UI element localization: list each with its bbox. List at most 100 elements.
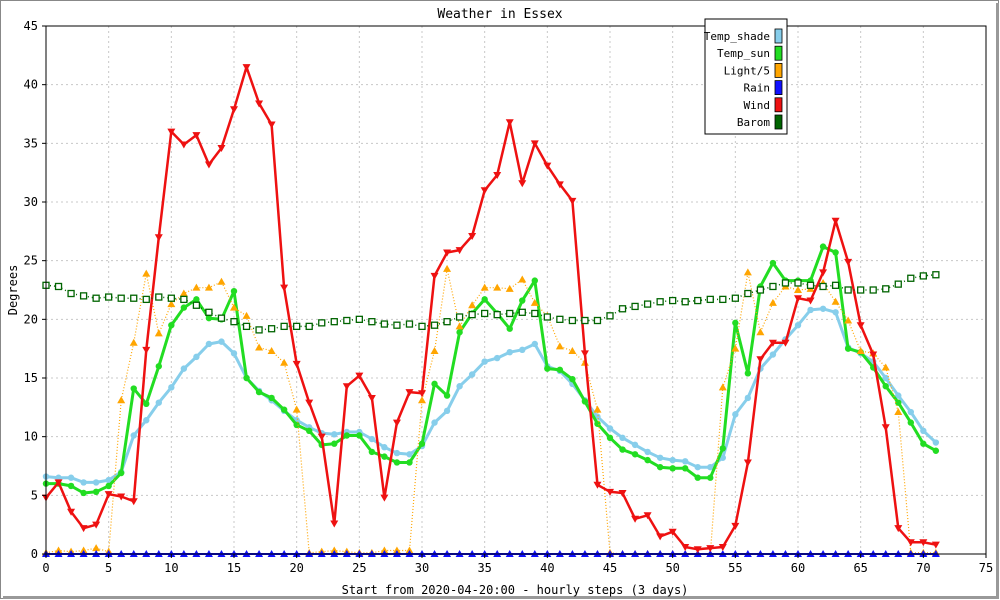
data-point [882,285,890,293]
data-point [455,247,464,255]
data-point [180,304,188,311]
data-point [581,398,589,405]
data-point [267,325,276,333]
data-point [506,325,513,332]
data-point [129,338,138,346]
data-point [268,394,275,402]
data-point [217,145,226,153]
x-tick-label: 35 [477,561,491,575]
data-point [180,295,188,304]
data-point [493,172,502,180]
data-point [794,279,802,287]
data-point [92,479,100,486]
data-point [481,358,488,365]
data-point [255,388,263,396]
data-point [79,525,88,533]
data-point [242,64,251,72]
data-point [456,329,463,336]
data-point [330,520,339,528]
data-point [430,321,439,329]
data-point [255,326,263,334]
data-point [844,316,853,324]
data-point [506,348,513,356]
data-point [919,539,928,547]
data-point [117,396,126,404]
legend-label: Light/5 [724,64,770,77]
axes: 0 5 10 15 20 25 30 35 40 45 0 5 10 15 20 25 30 35 40 45 50 55… [24,19,994,575]
legend-label: Wind [744,99,771,112]
data-point [242,322,251,331]
data-point [293,322,301,331]
data-point [430,272,439,280]
data-point [568,316,577,325]
data-point [819,243,827,250]
x-tick-label: 75 [979,561,993,575]
data-point [519,346,526,354]
data-point [130,432,137,439]
data-point [405,389,414,397]
data-point [656,463,664,471]
data-point [682,465,689,472]
data-point [193,353,200,361]
data-point [894,408,903,416]
x-tick-label: 10 [164,561,178,575]
data-point [406,451,413,458]
data-point [768,339,777,347]
data-point [568,347,577,355]
data-point [831,217,840,225]
data-point [167,300,176,308]
data-point [869,351,878,359]
legend-swatch [774,80,783,95]
data-point [668,528,677,536]
data-point [718,543,727,551]
data-point [669,456,676,464]
data-point [193,296,200,303]
data-point [468,310,476,319]
series-wind [42,64,940,554]
data-point [418,390,426,398]
data-point [142,346,151,354]
data-point [330,318,338,326]
data-point [468,301,477,309]
data-point [706,545,715,553]
x-tick-label: 50 [665,561,679,575]
data-point [719,454,726,461]
x-tick-label: 25 [352,561,366,575]
data-point [280,358,289,366]
data-point [707,463,714,471]
data-point [781,339,790,347]
data-point [356,432,363,439]
y-tick-label: 35 [24,136,38,150]
data-point [204,161,213,169]
data-point [919,272,927,280]
data-point [92,544,101,552]
data-point [731,294,739,302]
data-point [694,296,702,305]
data-point [205,314,213,322]
data-point [769,282,777,291]
data-point [280,322,288,331]
data-point [832,249,839,256]
data-point [318,319,326,327]
data-point [530,140,539,148]
data-point [493,310,501,319]
data-point [643,300,652,308]
data-point [305,399,314,407]
data-point [154,329,163,337]
data-point [594,420,601,427]
data-point [143,417,150,424]
data-point [844,345,852,352]
data-point [129,498,138,506]
data-point [368,318,376,326]
data-point [92,294,100,302]
data-point [568,197,577,205]
data-point [781,279,790,287]
data-point [769,351,777,358]
grid-lines [46,26,986,554]
data-point [455,313,464,321]
data-point [530,298,539,306]
data-point [606,488,614,496]
data-point [756,328,765,336]
data-point [693,546,702,554]
data-point [167,294,175,302]
